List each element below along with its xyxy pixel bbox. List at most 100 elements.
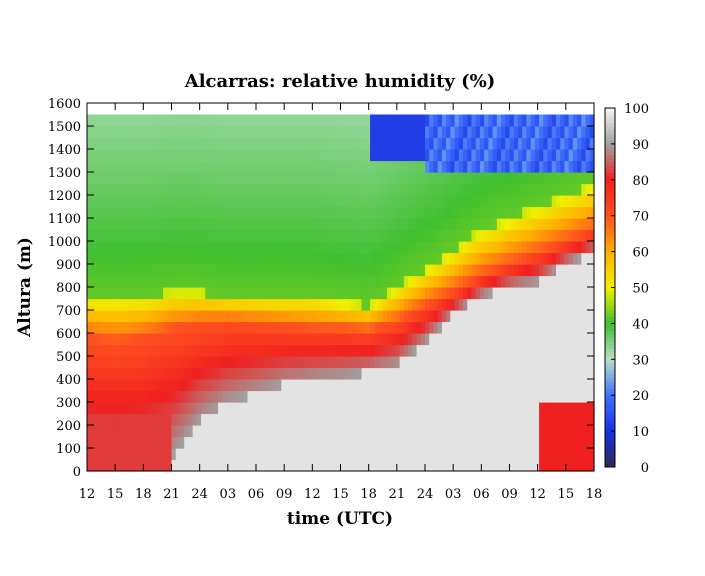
heatmap-cell xyxy=(277,367,282,380)
heatmap-cell xyxy=(150,356,156,369)
heatmap-cell xyxy=(99,264,105,277)
heatmap-cell xyxy=(302,448,308,461)
heatmap-cell xyxy=(420,206,426,219)
heatmap-cell xyxy=(120,344,126,357)
heatmap-cell xyxy=(289,275,295,288)
heatmap-cell xyxy=(429,448,435,461)
heatmap-cell xyxy=(171,218,177,231)
heatmap-cell xyxy=(577,275,582,288)
heatmap-cell xyxy=(581,402,587,415)
heatmap-cell xyxy=(196,321,202,334)
heatmap-cell xyxy=(103,390,109,403)
heatmap-cell xyxy=(386,160,392,173)
heatmap-cell xyxy=(547,241,553,254)
heatmap-cell xyxy=(306,137,312,150)
heatmap-cell xyxy=(450,436,456,449)
heatmap-cell xyxy=(205,287,211,300)
heatmap-cell xyxy=(585,114,591,127)
heatmap-cell xyxy=(264,172,270,185)
heatmap-cell xyxy=(416,436,422,449)
heatmap-cell xyxy=(251,390,257,403)
heatmap-cell xyxy=(382,379,388,392)
heatmap-cell xyxy=(370,390,375,403)
heatmap-cell xyxy=(179,390,185,403)
heatmap-cell xyxy=(192,206,198,219)
heatmap-cell xyxy=(357,367,363,380)
heatmap-cell xyxy=(543,160,549,173)
heatmap-cell xyxy=(471,172,477,185)
heatmap-cell xyxy=(568,436,574,449)
heatmap-cell xyxy=(209,114,215,127)
heatmap-cell xyxy=(209,195,215,208)
heatmap-cell xyxy=(496,379,502,392)
heatmap-cell xyxy=(408,275,413,288)
heatmap-cell xyxy=(95,459,101,472)
heatmap-cell xyxy=(146,356,151,369)
heatmap-cell xyxy=(408,149,413,162)
heatmap-cell xyxy=(91,126,97,139)
heatmap-cell xyxy=(323,425,329,438)
heatmap-cell xyxy=(222,333,228,346)
heatmap-cell xyxy=(425,195,430,208)
heatmap-cell xyxy=(370,310,375,323)
heatmap-cell xyxy=(103,275,109,288)
heatmap-cell xyxy=(378,183,384,196)
heatmap-cell xyxy=(382,287,388,300)
heatmap-cell xyxy=(454,218,460,231)
heatmap-cell xyxy=(399,310,405,323)
heatmap-cell xyxy=(370,425,375,438)
heatmap-cell xyxy=(196,310,202,323)
heatmap-cell xyxy=(395,275,401,288)
heatmap-cell xyxy=(184,298,189,311)
heatmap-cell xyxy=(234,390,240,403)
heatmap-cell xyxy=(141,172,147,185)
heatmap-cell xyxy=(370,367,375,380)
heatmap-cell xyxy=(112,367,118,380)
heatmap-cell xyxy=(281,310,287,323)
heatmap-cell xyxy=(454,448,460,461)
heatmap-cell xyxy=(327,367,333,380)
heatmap-cell xyxy=(319,183,325,196)
heatmap-cell xyxy=(336,344,342,357)
heatmap-cell xyxy=(154,126,160,139)
heatmap-cell xyxy=(492,114,498,127)
heatmap-cell xyxy=(209,310,215,323)
heatmap-cell xyxy=(167,333,173,346)
heatmap-cell xyxy=(429,172,435,185)
heatmap-cell xyxy=(534,172,540,185)
heatmap-cell xyxy=(91,436,97,449)
heatmap-cell xyxy=(336,298,342,311)
heatmap-cell xyxy=(213,390,219,403)
heatmap-cell xyxy=(437,195,443,208)
heatmap-cell xyxy=(463,114,468,127)
heatmap-cell xyxy=(158,321,164,334)
colorbar-segment xyxy=(605,405,615,411)
heatmap-cell xyxy=(150,229,156,242)
heatmap-cell xyxy=(450,229,456,242)
heatmap-cell xyxy=(99,321,105,334)
heatmap-cell xyxy=(209,448,215,461)
heatmap-cell xyxy=(294,275,299,288)
heatmap-cell xyxy=(441,126,447,139)
heatmap-cell xyxy=(399,402,405,415)
heatmap-cell xyxy=(323,252,329,265)
heatmap-cell xyxy=(391,172,397,185)
heatmap-cell xyxy=(365,218,371,231)
heatmap-cell xyxy=(277,321,282,334)
heatmap-cell xyxy=(319,379,325,392)
heatmap-cell xyxy=(365,160,371,173)
heatmap-cell xyxy=(213,264,219,277)
heatmap-cell xyxy=(551,310,557,323)
y-tick-label: 500 xyxy=(56,350,81,365)
heatmap-cell xyxy=(386,436,392,449)
heatmap-cell xyxy=(361,218,367,231)
heatmap-cell xyxy=(509,436,515,449)
heatmap-cell xyxy=(315,344,320,357)
heatmap-cell xyxy=(555,402,561,415)
heatmap-cell xyxy=(370,183,375,196)
heatmap-cell xyxy=(137,321,143,334)
heatmap-cell xyxy=(433,137,439,150)
heatmap-cell xyxy=(201,367,206,380)
heatmap-cell xyxy=(154,367,160,380)
heatmap-cell xyxy=(87,241,92,254)
